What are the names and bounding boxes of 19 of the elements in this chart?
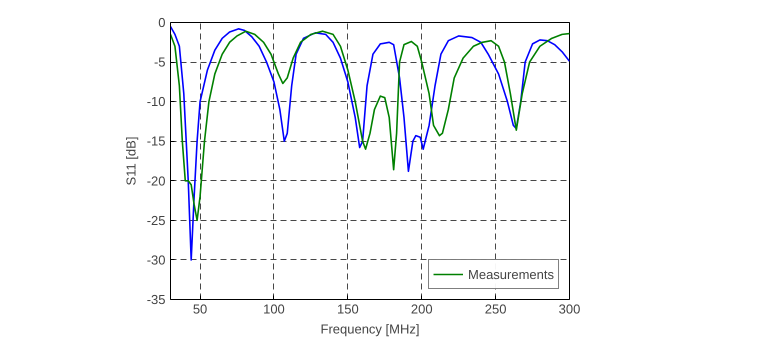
y-tick-label: -15 bbox=[146, 134, 166, 149]
y-tick-label: -20 bbox=[146, 173, 166, 188]
y-tick-label: -25 bbox=[146, 212, 166, 228]
x-tick-label: 150 bbox=[336, 302, 359, 316]
y-axis-title: S11 [dB] bbox=[124, 136, 139, 186]
x-tick-label: 50 bbox=[192, 302, 208, 316]
x-tick-label: 250 bbox=[484, 302, 506, 316]
y-tick-label: -10 bbox=[146, 94, 166, 110]
x-tick-label: 100 bbox=[263, 302, 285, 316]
legend-label: Measurements bbox=[468, 266, 554, 282]
line-series bbox=[170, 30, 570, 222]
y-tick-label: 0 bbox=[158, 15, 166, 30]
y-tick-label: -30 bbox=[146, 252, 166, 268]
y-tick-label: -5 bbox=[154, 54, 166, 70]
x-tick-label: 300 bbox=[558, 302, 580, 316]
x-axis-title: Frequency [MHz] bbox=[320, 322, 420, 336]
line-series bbox=[170, 26, 570, 261]
y-tick-label: -35 bbox=[146, 292, 166, 307]
x-tick-label: 200 bbox=[410, 302, 433, 316]
